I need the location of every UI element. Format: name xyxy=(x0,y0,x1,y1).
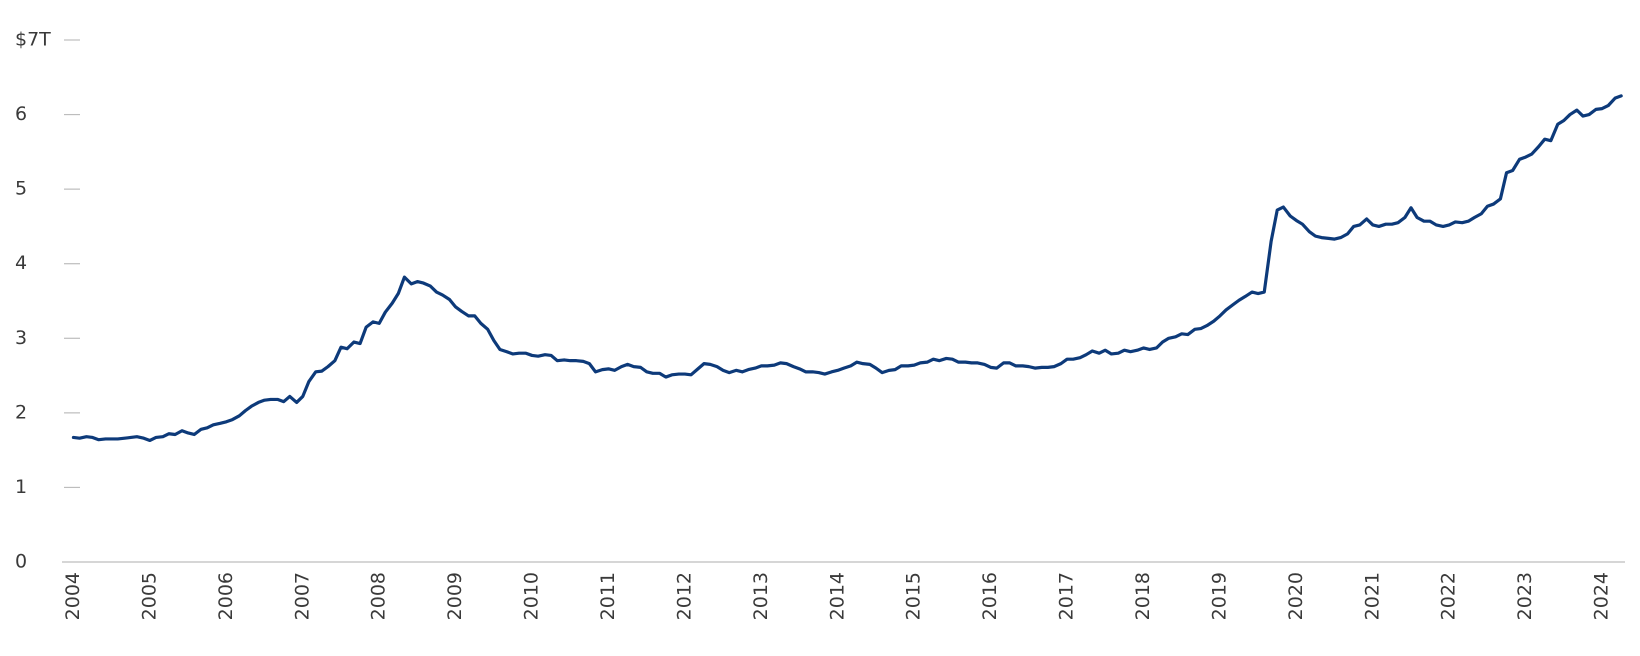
y-tick-label: 0 xyxy=(15,551,27,573)
x-tick-label: 2017 xyxy=(1056,572,1078,620)
y-tick-label: 1 xyxy=(15,476,27,498)
x-tick-label: 2015 xyxy=(903,572,925,620)
x-tick-label: 2005 xyxy=(138,572,160,620)
x-tick-label: 2022 xyxy=(1438,572,1460,620)
x-tick-label: 2024 xyxy=(1591,572,1613,620)
y-tick-label: $7T xyxy=(15,29,51,51)
x-tick-label: 2020 xyxy=(1285,572,1307,620)
x-tick-label: 2013 xyxy=(750,572,772,620)
x-tick-label: 2018 xyxy=(1132,572,1154,620)
x-tick-label: 2012 xyxy=(673,572,695,620)
y-tick-label: 6 xyxy=(15,103,27,125)
x-tick-label: 2004 xyxy=(62,572,84,620)
y-tick-label: 4 xyxy=(15,252,27,274)
x-tick-label: 2008 xyxy=(368,572,390,620)
y-tick-label: 2 xyxy=(15,401,27,423)
x-tick-label: 2007 xyxy=(291,572,313,620)
x-tick-label: 2019 xyxy=(1208,572,1230,620)
x-tick-label: 2011 xyxy=(597,572,619,620)
x-tick-label: 2010 xyxy=(521,572,543,620)
x-tick-label: 2021 xyxy=(1361,572,1383,620)
x-tick-label: 2009 xyxy=(444,572,466,620)
data-line xyxy=(71,94,1623,443)
y-tick-label: 5 xyxy=(15,178,27,200)
y-tick-label: 3 xyxy=(15,327,27,349)
x-tick-label: 2016 xyxy=(979,572,1001,620)
x-tick-label: 2006 xyxy=(215,572,237,620)
x-tick-label: 2023 xyxy=(1514,572,1536,620)
x-tick-label: 2014 xyxy=(826,572,848,620)
